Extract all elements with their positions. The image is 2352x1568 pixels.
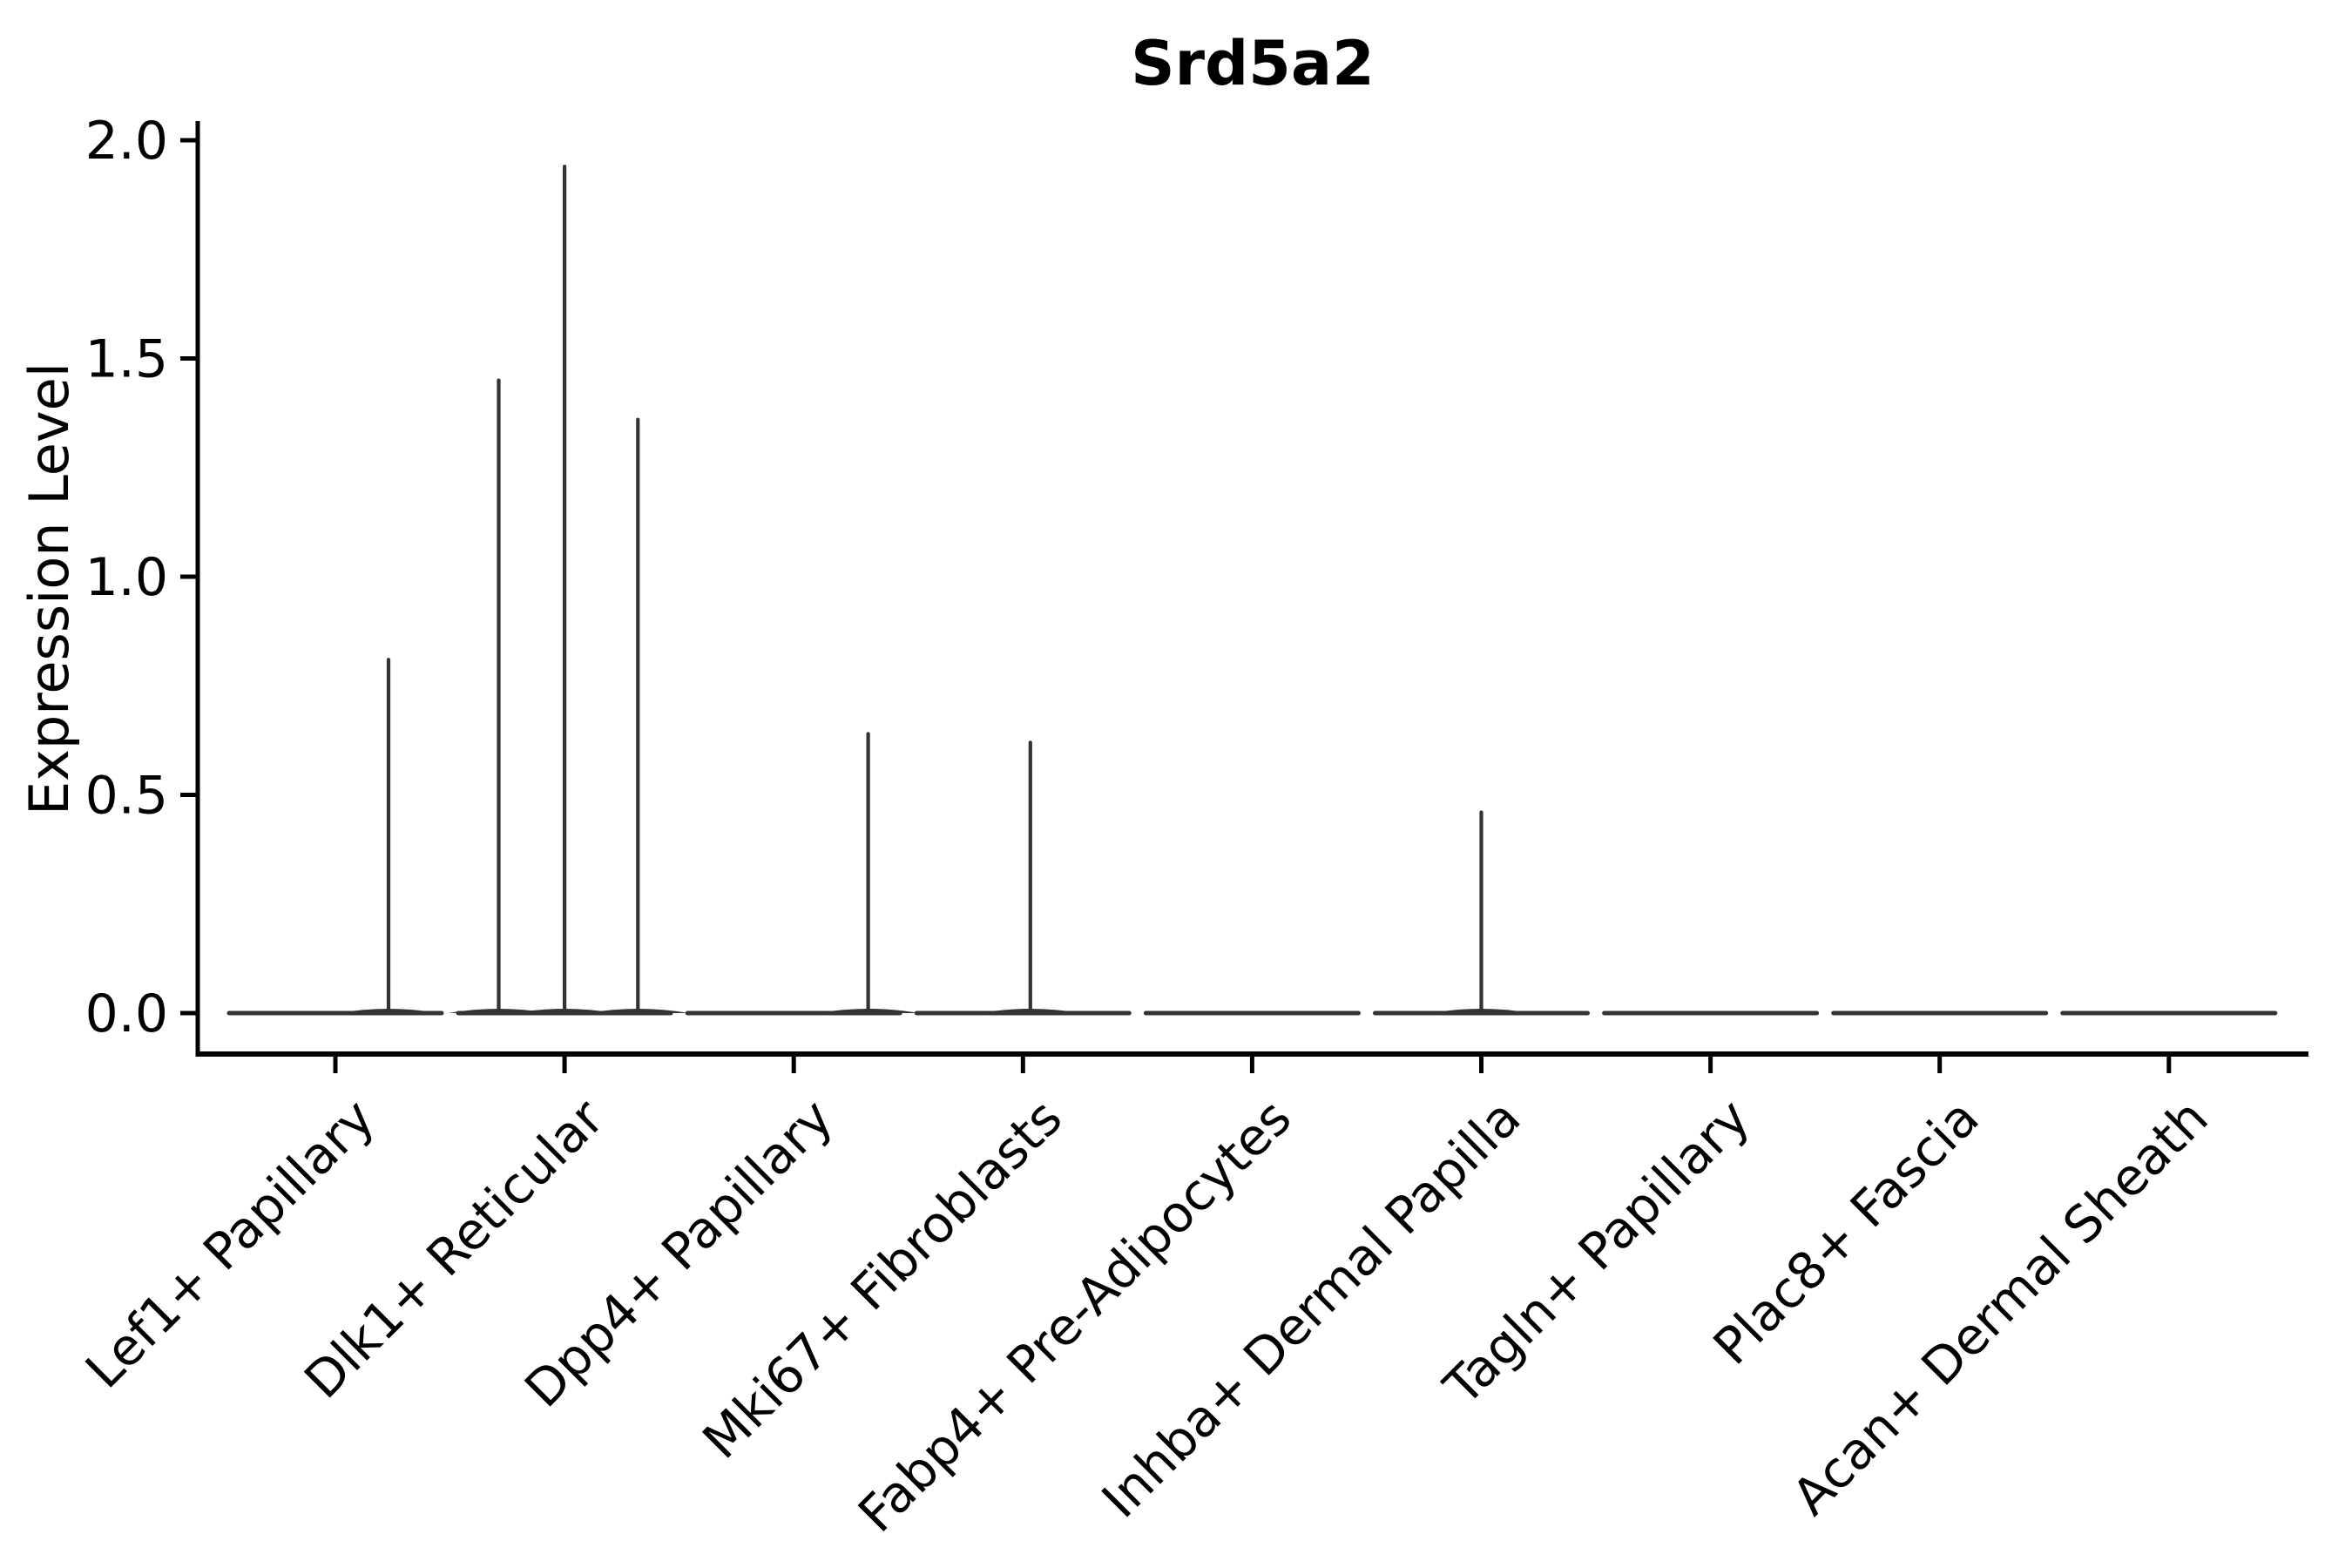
violin-marks-layer [226, 165, 2278, 1016]
y-tick-label: 0.0 [85, 983, 168, 1044]
violin-group [448, 165, 689, 1016]
violin-group [685, 732, 919, 1016]
y-tick-label: 2.0 [85, 111, 168, 172]
violin-group [914, 740, 1132, 1016]
x-tick-label: Acan+ Dermal Sheath [1781, 1088, 2219, 1526]
violin-group [226, 658, 444, 1016]
violin-group [1373, 810, 1590, 1016]
y-tick-label: 0.5 [85, 766, 168, 827]
y-tick-label: 1.0 [85, 547, 168, 608]
y-tick-label: 1.5 [85, 329, 168, 390]
x-tick-label: Inhba+ Dermal Papilla [1091, 1088, 1532, 1530]
y-axis-label: Expression Level [17, 362, 81, 815]
plot-title: Srd5a2 [1131, 28, 1375, 99]
x-tick-label: Fabp4+ Pre-Adipocytes [847, 1088, 1302, 1544]
